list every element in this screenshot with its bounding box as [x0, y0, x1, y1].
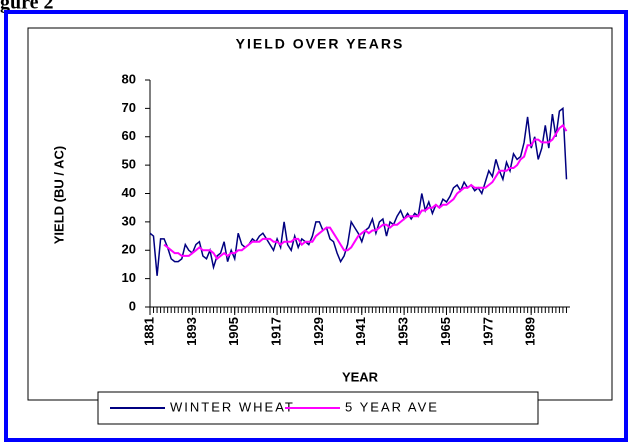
x-tick-label: 1989 — [523, 317, 538, 346]
y-axis-title: YIELD (BU / AC) — [51, 146, 66, 244]
y-tick-label: 60 — [122, 128, 136, 143]
series-line — [149, 106, 568, 276]
x-axis-title: YEAR — [342, 369, 379, 384]
x-tick-label: 1953 — [396, 317, 411, 346]
y-tick-label: 20 — [122, 242, 136, 257]
x-tick-label: 1929 — [311, 317, 326, 346]
frame — [4, 10, 628, 442]
x-tick-label: 1941 — [353, 317, 368, 346]
x-tick-label: 1905 — [226, 317, 241, 346]
y-tick-label: 0 — [129, 298, 136, 313]
y-tick-label: 80 — [122, 71, 136, 86]
y-tick-label: 30 — [122, 213, 136, 228]
y-tick-label: 10 — [122, 270, 136, 285]
y-tick-label: 70 — [122, 100, 136, 115]
series-line — [163, 123, 568, 261]
legend-label: 5 YEAR AVE — [345, 399, 439, 414]
x-tick-label: 1977 — [480, 317, 495, 346]
y-tick-label: 50 — [122, 157, 136, 172]
legend-label: WINTER WHEAT — [170, 399, 295, 414]
x-tick-label: 1893 — [184, 317, 199, 346]
x-tick-label: 1917 — [268, 317, 283, 346]
y-tick-label: 40 — [122, 185, 136, 200]
x-tick-label: 1881 — [141, 317, 156, 346]
x-tick-label: 1965 — [438, 317, 453, 346]
chart-title: YIELD OVER YEARS — [236, 36, 405, 52]
